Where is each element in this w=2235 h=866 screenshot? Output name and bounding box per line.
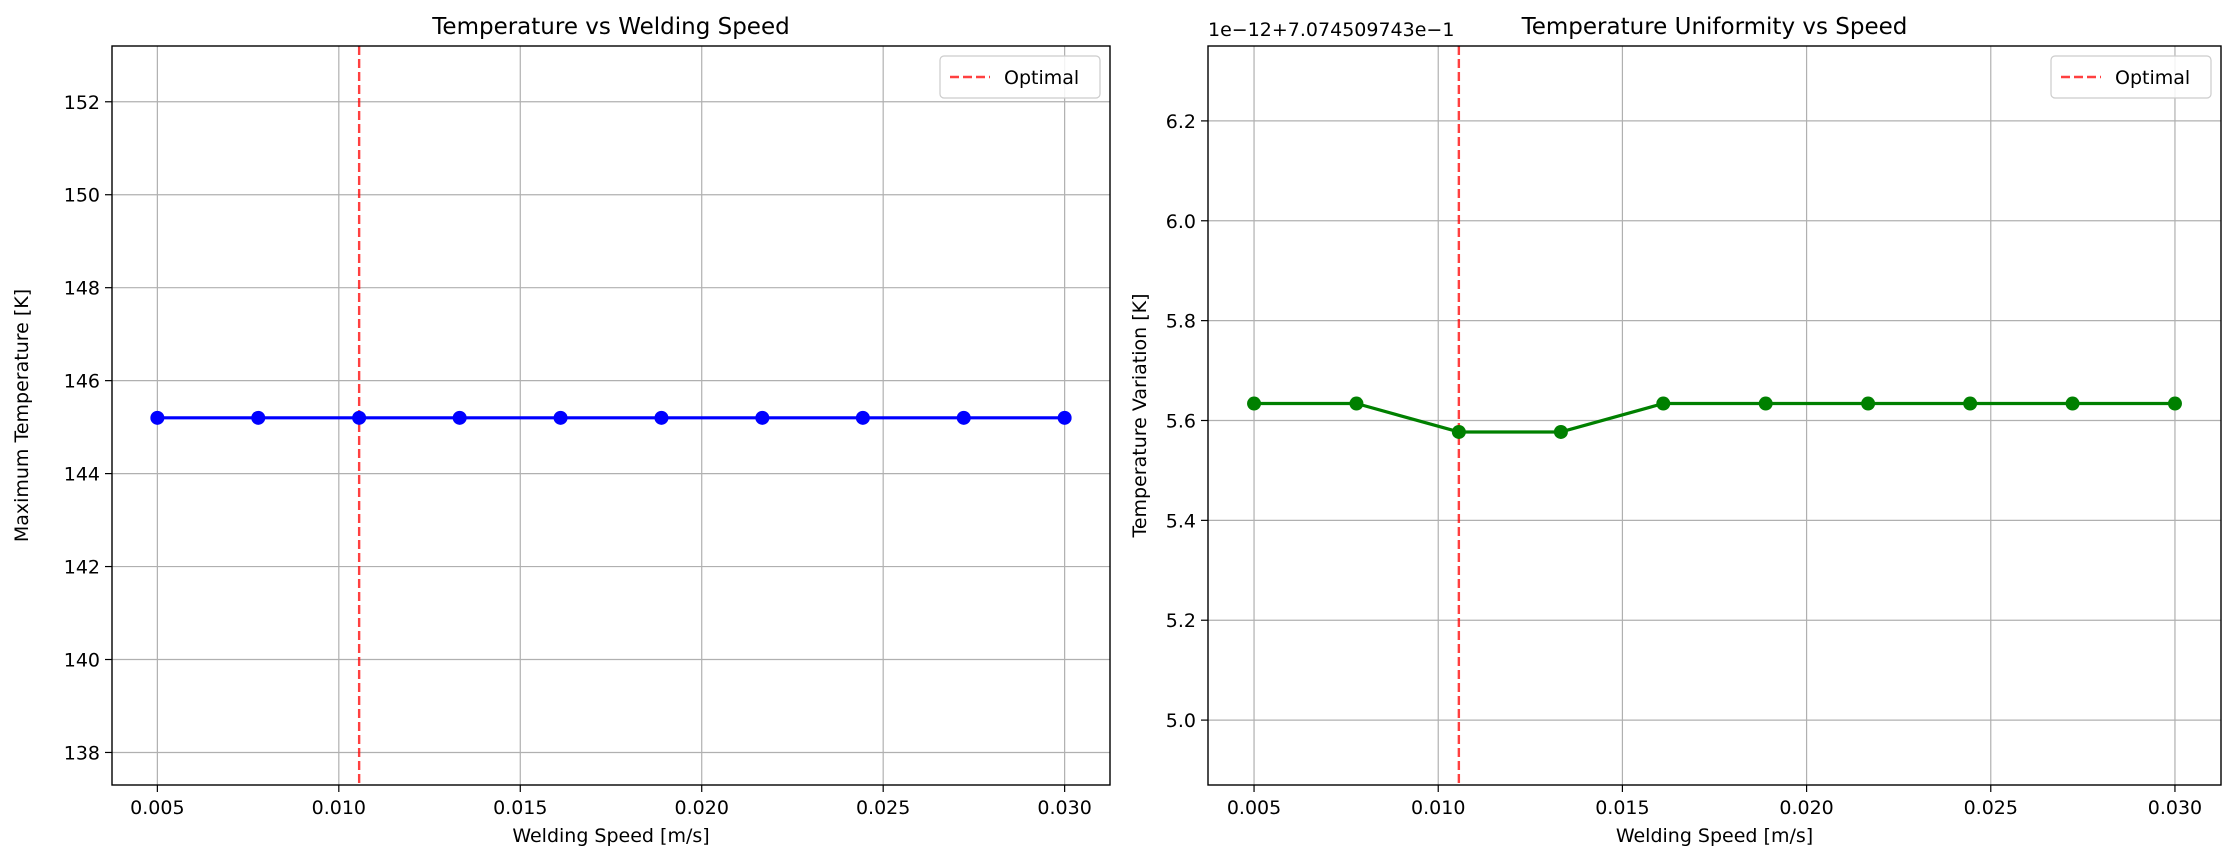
y-tick-label: 5.8 (1166, 311, 1196, 333)
data-point (150, 410, 165, 425)
x-axis-label: Welding Speed [m/s] (1616, 825, 1813, 847)
y-tick-label: 142 (64, 557, 100, 579)
x-tick-label: 0.015 (493, 797, 547, 819)
data-point (1349, 396, 1364, 411)
y-tick-label: 152 (64, 92, 100, 114)
data-point (553, 410, 568, 425)
data-point (2065, 396, 2080, 411)
y-tick-label: 150 (64, 185, 100, 207)
chart-2: 0.005 0.010 0.015 0.020 0.025 0.030 5.0 5.2 5.4 5… (1129, 14, 2222, 847)
data-point (1758, 396, 1773, 411)
y-tick-label: 5.0 (1166, 710, 1196, 732)
legend: Optimal (939, 55, 1101, 99)
legend-label: Optimal (1004, 67, 1079, 89)
data-point (1451, 424, 1466, 439)
y-axis-label: Maximum Temperature [K] (11, 289, 33, 542)
x-tick-label: 0.015 (1595, 797, 1649, 819)
legend-box (939, 55, 1101, 99)
data-point (1057, 410, 1072, 425)
y-tick-label: 5.6 (1166, 410, 1196, 432)
data-point (654, 410, 669, 425)
data-point (352, 410, 367, 425)
axes-frame (111, 45, 1111, 786)
data-point (956, 410, 971, 425)
x-tick-label: 0.030 (2148, 797, 2202, 819)
data-point (1656, 396, 1671, 411)
y-tick-label: 5.4 (1166, 510, 1196, 532)
y-tick-label: 146 (64, 371, 100, 393)
y-axis-label: Temperature Variation [K] (1129, 293, 1151, 538)
x-tick-label: 0.025 (856, 797, 910, 819)
x-tick-label: 0.010 (312, 797, 366, 819)
x-tick-label: 0.030 (1037, 797, 1091, 819)
series-line (1254, 401, 2175, 434)
x-tick-label: 0.010 (1411, 797, 1465, 819)
data-point (755, 410, 770, 425)
x-axis-label: Welding Speed [m/s] (512, 825, 709, 847)
chart-title: Temperature vs Welding Speed (431, 14, 789, 40)
y-tick-label: 140 (64, 650, 100, 672)
data-point (251, 410, 266, 425)
chart-1: 0.005 0.010 0.015 0.020 0.025 0.030 138 140 142 1… (11, 14, 1111, 847)
y-tick-label: 138 (64, 742, 100, 764)
y-tick-label: 148 (64, 278, 100, 300)
x-tick-label: 0.005 (1227, 797, 1281, 819)
data-point (452, 410, 467, 425)
data-point (855, 410, 870, 425)
data-point (1963, 396, 1978, 411)
legend-label: Optimal (2115, 67, 2190, 89)
legend-box (2050, 55, 2212, 99)
x-tick-label: 0.020 (675, 797, 729, 819)
x-tick-label: 0.020 (1779, 797, 1833, 819)
y-offset-text: 1e−12+7.074509743e−1 (1208, 19, 1454, 41)
data-point (1247, 396, 1262, 411)
x-tick-label: 0.005 (130, 797, 184, 819)
y-tick-label: 144 (64, 464, 100, 486)
x-tick-label: 0.025 (1964, 797, 2018, 819)
chart-title: Temperature Uniformity vs Speed (1521, 14, 1908, 40)
legend: Optimal (2050, 55, 2212, 99)
data-point (2167, 396, 2182, 411)
y-tick-label: 6.2 (1166, 111, 1196, 133)
y-tick-label: 5.2 (1166, 610, 1196, 632)
data-point (1861, 396, 1876, 411)
data-point (1553, 424, 1568, 439)
y-tick-label: 6.0 (1166, 211, 1196, 233)
axes-frame (1207, 45, 2222, 786)
